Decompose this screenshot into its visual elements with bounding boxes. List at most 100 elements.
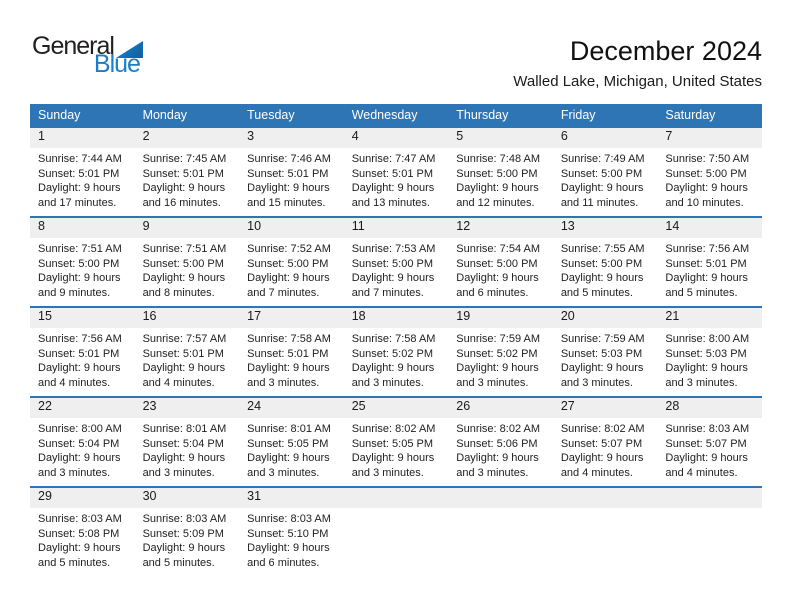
day-number: 1: [30, 128, 135, 148]
sunset-line: Sunset: 5:08 PM: [38, 527, 120, 540]
day-cell: 4 Sunrise: 7:47 AM Sunset: 5:01 PM Daylight…: [343, 127, 449, 217]
day-number: 18: [343, 308, 449, 328]
sunset-line: Sunset: 5:05 PM: [247, 437, 329, 450]
day-number: 13: [552, 218, 658, 238]
day-details: Sunrise: 7:56 AM Sunset: 5:01 PM Daylight:…: [30, 328, 135, 390]
daylight-line-1: Daylight: 9 hours: [38, 182, 121, 195]
day-details: Sunrise: 7:59 AM Sunset: 5:03 PM Daylight:…: [553, 328, 658, 390]
daylight-line-1: Daylight: 9 hours: [38, 272, 121, 285]
sunrise-line: Sunrise: 7:56 AM: [665, 243, 750, 255]
day-details: Sunrise: 7:44 AM Sunset: 5:01 PM Daylight:…: [30, 148, 135, 210]
logo-word-general: General: [32, 32, 115, 60]
general-blue-logo: General Blue: [32, 34, 143, 77]
daylight-line-1: Daylight: 9 hours: [665, 272, 748, 285]
day-cell: 9 Sunrise: 7:51 AM Sunset: 5:00 PM Daylight…: [134, 217, 240, 307]
day-cell: 11 Sunrise: 7:53 AM Sunset: 5:00 PM Dayligh…: [343, 217, 449, 307]
daylight-line-1: Daylight: 9 hours: [247, 272, 330, 285]
day-details: Sunrise: 8:02 AM Sunset: 5:07 PM Daylight:…: [553, 418, 658, 480]
day-details: Sunrise: 7:51 AM Sunset: 5:00 PM Daylight:…: [135, 238, 240, 300]
day-details: Sunrise: 7:48 AM Sunset: 5:00 PM Daylight:…: [448, 148, 553, 210]
day-number: 5: [448, 128, 553, 148]
sunrise-line: Sunrise: 7:53 AM: [351, 243, 436, 255]
week-row: 15 Sunrise: 7:56 AM Sunset: 5:01 PM Dayligh…: [30, 307, 762, 397]
week-row: 29 Sunrise: 8:03 AM Sunset: 5:08 PM Dayligh…: [30, 487, 762, 576]
day-details: Sunrise: 8:00 AM Sunset: 5:04 PM Daylight:…: [30, 418, 135, 480]
day-details: Sunrise: 8:02 AM Sunset: 5:06 PM Daylight:…: [448, 418, 553, 480]
sunset-line: Sunset: 5:07 PM: [560, 437, 643, 450]
sunset-line: Sunset: 5:00 PM: [351, 257, 434, 270]
sunrise-line: Sunrise: 7:51 AM: [142, 243, 227, 255]
day-cell: 17 Sunrise: 7:58 AM Sunset: 5:01 PM Dayligh…: [239, 307, 344, 397]
day-cell: 15 Sunrise: 7:56 AM Sunset: 5:01 PM Dayligh…: [30, 307, 135, 397]
day-details: Sunrise: 7:54 AM Sunset: 5:00 PM Daylight:…: [448, 238, 553, 300]
day-number: 28: [657, 398, 762, 418]
sunrise-line: Sunrise: 8:01 AM: [247, 423, 331, 435]
day-details: Sunrise: 7:50 AM Sunset: 5:00 PM Daylight:…: [657, 148, 762, 210]
daylight-line-1: Daylight: 9 hours: [456, 182, 539, 195]
sunrise-line: Sunrise: 7:46 AM: [247, 153, 331, 165]
sunset-line: Sunset: 5:01 PM: [351, 167, 434, 180]
sunset-line: Sunset: 5:03 PM: [665, 347, 747, 360]
empty-day-cell: [552, 487, 658, 576]
day-cell: 16 Sunrise: 7:57 AM Sunset: 5:01 PM Dayligh…: [134, 307, 240, 397]
daylight-line-2: and 3 minutes.: [351, 376, 424, 389]
sunrise-line: Sunrise: 7:59 AM: [456, 333, 541, 345]
day-details: Sunrise: 8:03 AM Sunset: 5:07 PM Daylight:…: [657, 418, 762, 480]
sunset-line: Sunset: 5:01 PM: [38, 167, 120, 180]
daylight-line-1: Daylight: 9 hours: [665, 182, 748, 195]
sunset-line: Sunset: 5:00 PM: [38, 257, 120, 270]
daylight-line-2: and 4 minutes.: [38, 376, 111, 389]
day-number: 10: [239, 218, 344, 238]
daylight-line-2: and 11 minutes.: [560, 196, 639, 209]
day-cell: 8 Sunrise: 7:51 AM Sunset: 5:00 PM Daylight…: [30, 217, 135, 307]
day-number: 6: [552, 128, 658, 148]
day-number: 25: [343, 398, 449, 418]
daylight-line-2: and 5 minutes.: [665, 286, 738, 299]
sunrise-line: Sunrise: 7:51 AM: [38, 243, 122, 255]
daylight-line-1: Daylight: 9 hours: [351, 272, 435, 285]
daylight-line-1: Daylight: 9 hours: [142, 452, 226, 465]
day-details: Sunrise: 7:58 AM Sunset: 5:01 PM Daylight:…: [239, 328, 344, 390]
sunrise-line: Sunrise: 8:02 AM: [560, 423, 645, 435]
day-cell: 13 Sunrise: 7:55 AM Sunset: 5:00 PM Dayligh…: [552, 217, 658, 307]
daylight-line-1: Daylight: 9 hours: [351, 452, 435, 465]
sunrise-line: Sunrise: 7:59 AM: [560, 333, 645, 345]
day-details: Sunrise: 7:49 AM Sunset: 5:00 PM Daylight:…: [553, 148, 658, 210]
day-details: Sunrise: 7:56 AM Sunset: 5:01 PM Daylight:…: [657, 238, 762, 300]
daylight-line-1: Daylight: 9 hours: [456, 272, 539, 285]
daylight-line-1: Daylight: 9 hours: [560, 362, 644, 375]
sunset-line: Sunset: 5:01 PM: [247, 167, 329, 180]
daylight-line-1: Daylight: 9 hours: [38, 362, 121, 375]
day-cell: 21 Sunrise: 8:00 AM Sunset: 5:03 PM Dayligh…: [657, 307, 762, 397]
day-cell: 26 Sunrise: 8:02 AM Sunset: 5:06 PM Dayligh…: [448, 397, 553, 487]
sunrise-line: Sunrise: 8:02 AM: [351, 423, 436, 435]
week-row: 22 Sunrise: 8:00 AM Sunset: 5:04 PM Dayligh…: [30, 397, 762, 487]
sunrise-line: Sunrise: 7:50 AM: [665, 153, 750, 165]
day-cell: 31 Sunrise: 8:03 AM Sunset: 5:10 PM Dayligh…: [239, 487, 344, 576]
day-details: Sunrise: 8:03 AM Sunset: 5:09 PM Daylight:…: [135, 508, 240, 570]
day-cell: 22 Sunrise: 8:00 AM Sunset: 5:04 PM Dayligh…: [30, 397, 135, 487]
day-details: Sunrise: 7:53 AM Sunset: 5:00 PM Daylight:…: [344, 238, 449, 300]
page-subtitle: Walled Lake, Michigan, United States: [513, 73, 762, 90]
day-details: Sunrise: 7:55 AM Sunset: 5:00 PM Daylight:…: [553, 238, 658, 300]
day-details: Sunrise: 7:52 AM Sunset: 5:00 PM Daylight:…: [239, 238, 344, 300]
sunset-line: Sunset: 5:10 PM: [247, 527, 329, 540]
sunrise-line: Sunrise: 8:03 AM: [142, 513, 227, 525]
sunset-line: Sunset: 5:01 PM: [142, 167, 224, 180]
day-details: Sunrise: 8:03 AM Sunset: 5:10 PM Daylight:…: [239, 508, 344, 570]
sunrise-line: Sunrise: 8:02 AM: [456, 423, 541, 435]
sunset-line: Sunset: 5:02 PM: [456, 347, 538, 360]
daylight-line-1: Daylight: 9 hours: [456, 362, 539, 375]
day-number: 14: [657, 218, 762, 238]
day-details: [553, 508, 658, 512]
daylight-line-2: and 10 minutes.: [665, 196, 744, 209]
sunset-line: Sunset: 5:00 PM: [560, 257, 643, 270]
day-number: 19: [448, 308, 553, 328]
page-title: December 2024: [569, 36, 762, 66]
daylight-line-2: and 4 minutes.: [142, 376, 215, 389]
daylight-line-1: Daylight: 9 hours: [560, 272, 644, 285]
sunrise-line: Sunrise: 7:54 AM: [456, 243, 541, 255]
day-details: Sunrise: 8:01 AM Sunset: 5:04 PM Daylight:…: [135, 418, 240, 480]
sunset-line: Sunset: 5:01 PM: [142, 347, 224, 360]
